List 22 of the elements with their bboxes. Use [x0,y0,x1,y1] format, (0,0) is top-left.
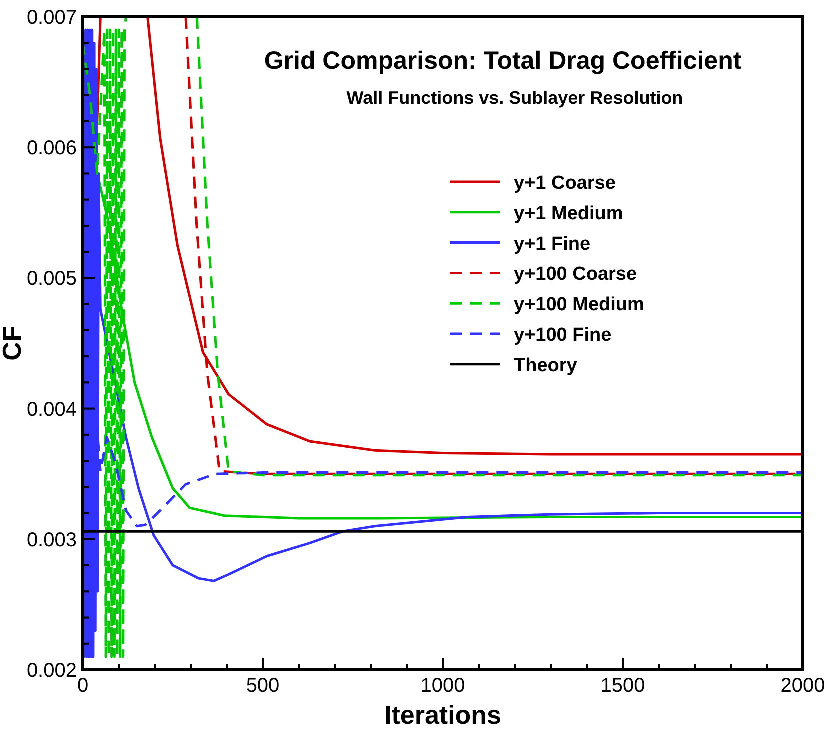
y-tick-label: 0.005 [26,268,77,290]
y-tick-label: 0.004 [26,398,77,421]
y-tick-label: 0.002 [26,660,77,682]
x-axis-title: Iterations [384,700,502,730]
legend-label: y+1 Coarse [514,173,616,194]
x-tick-label: 1500 [600,675,646,697]
y-axis-title: CF [0,326,27,361]
x-tick-label: 1000 [420,675,466,697]
legend-label: y+1 Fine [514,234,591,255]
x-tick-label: 500 [246,675,280,697]
legend-label: y+100 Fine [514,325,612,346]
legend-label: Theory [514,355,578,376]
y-tick-label: 0.007 [26,7,77,29]
x-tick-label: 0 [77,675,89,697]
y-tick-label: 0.003 [26,529,77,552]
text: Wall Functions vs. Sublayer Resolution [346,88,684,108]
legend-label: y+1 Medium [514,203,624,224]
legend-label: y+100 Coarse [514,264,638,286]
x-tick-label: 2000 [780,675,826,697]
text: Grid Comparison: Total Drag Coefficient [264,47,742,75]
legend-label: y+100 Medium [514,294,644,316]
y-tick-label: 0.006 [26,138,77,160]
